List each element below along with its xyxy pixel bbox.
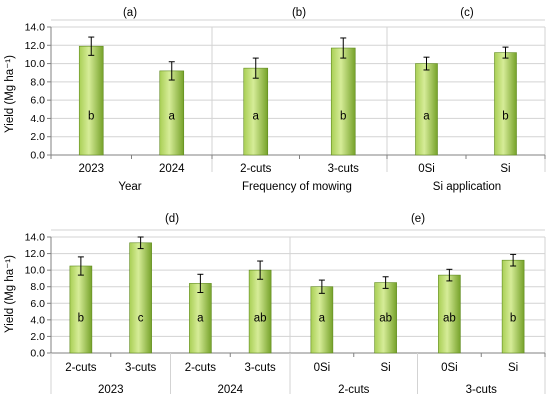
significance-letter: b [88, 111, 94, 123]
panel-label-d: (d) [165, 213, 179, 225]
y-tick-label: 0.0 [30, 348, 45, 360]
bar [501, 259, 525, 354]
x-category-label: 3-cuts [244, 362, 276, 374]
x-axis-title-a: Year [118, 181, 141, 193]
x-category-label: 2024 [159, 163, 185, 175]
y-tick-label: 8.0 [30, 281, 45, 293]
significance-letter: b [502, 111, 508, 123]
panel-label-c: (c) [460, 7, 474, 19]
y-axis-title-bottom: Yield (Mg ha⁻¹) [4, 255, 16, 333]
significance-letter: a [319, 312, 326, 324]
x-category-label: 0Si [314, 362, 331, 374]
y-tick-label: 12.0 [25, 40, 46, 52]
y-tick-label: 0.0 [30, 150, 45, 162]
significance-letter: b [340, 111, 346, 123]
significance-letter: b [510, 312, 516, 324]
y-tick-label: 2.0 [30, 331, 45, 343]
y-tick-label: 10.0 [25, 265, 46, 277]
significance-letter: ab [379, 312, 392, 324]
x-group-label: 3-cuts [466, 384, 498, 396]
x-category-label: 2023 [78, 163, 104, 175]
bar [330, 47, 356, 156]
significance-letter: ab [443, 312, 456, 324]
y-tick-label: 10.0 [25, 58, 46, 70]
panel-label-b: (b) [292, 7, 306, 19]
y-axis-title-top: Yield (Mg ha⁻¹) [4, 55, 16, 133]
y-tick-label: 12.0 [25, 248, 46, 260]
y-tick-label: 6.0 [30, 298, 45, 310]
significance-letter: c [138, 312, 144, 324]
y-tick-label: 4.0 [30, 113, 45, 125]
x-category-label: 3-cuts [328, 163, 360, 175]
x-category-label: 2-cuts [65, 362, 97, 374]
bar [129, 242, 152, 354]
panel-label-e: (e) [411, 213, 425, 225]
y-tick-label: 2.0 [30, 131, 45, 143]
significance-letter: a [197, 312, 204, 324]
significance-letter: a [169, 111, 176, 123]
y-tick-label: 6.0 [30, 95, 45, 107]
x-group-label: 2023 [98, 384, 124, 396]
x-group-label: 2-cuts [338, 384, 370, 396]
y-tick-label: 4.0 [30, 314, 45, 326]
bar [415, 63, 438, 156]
significance-letter: b [78, 312, 84, 324]
x-category-label: 2-cuts [240, 163, 272, 175]
charts-layer: 0.0 2.0 4.0 6.0 8.0 10.0 12.0 14.0 b 2023 a 2024 a 2-… [25, 19, 546, 396]
x-axis-title-b: Frequency of mowing [242, 181, 352, 193]
y-tick-label: 14.0 [25, 232, 46, 244]
x-group-label: 2024 [217, 384, 243, 396]
bar [243, 67, 269, 156]
y-tick-label: 14.0 [25, 22, 46, 34]
x-category-label: Si [381, 362, 391, 374]
x-category-label: Si [500, 163, 510, 175]
significance-letter: a [423, 111, 430, 123]
x-category-label: 0Si [418, 163, 435, 175]
x-category-label: 0Si [441, 362, 458, 374]
significance-letter: a [253, 111, 260, 123]
bar [69, 265, 93, 354]
bar [494, 52, 517, 156]
x-category-label: Si [508, 362, 518, 374]
significance-letter: ab [254, 312, 267, 324]
y-tick-label: 8.0 [30, 76, 45, 88]
bar [78, 45, 104, 156]
x-axis-title-c: Si application [433, 181, 501, 193]
panel-label-a: (a) [123, 7, 137, 19]
x-category-label: 2-cuts [185, 362, 217, 374]
x-category-label: 3-cuts [125, 362, 157, 374]
